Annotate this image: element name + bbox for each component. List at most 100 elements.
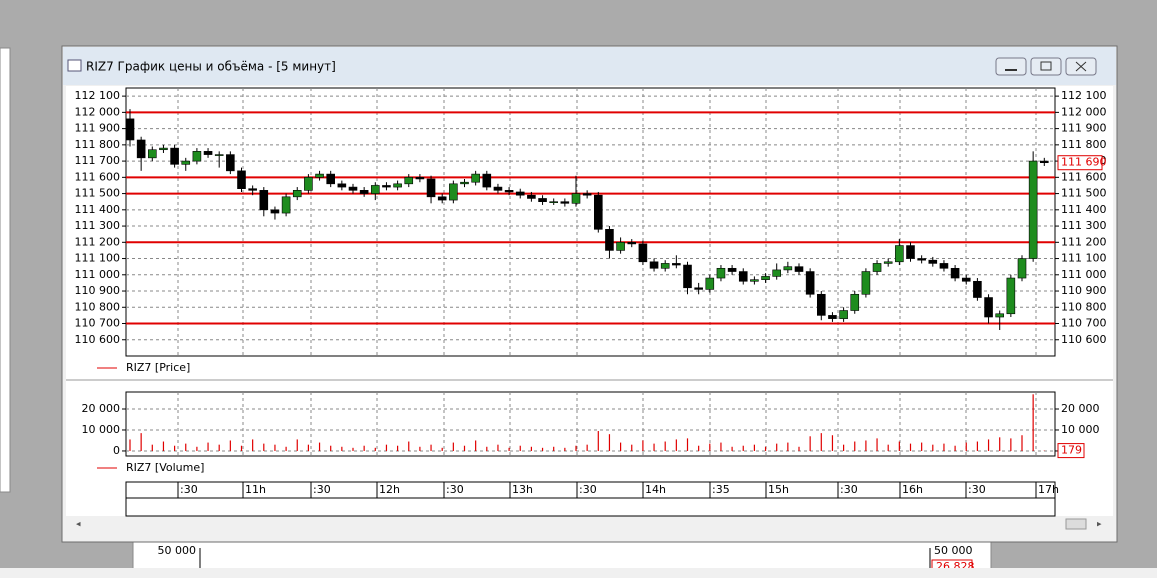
y-tick-label: 110 800 [75, 300, 121, 313]
candle-body [527, 194, 536, 199]
current-value-label: 179 [1061, 444, 1082, 457]
candle-body [783, 266, 793, 271]
y-tick-label: 10 000 [82, 423, 121, 436]
candle-body [872, 263, 882, 272]
minimize-button[interactable] [995, 57, 1027, 76]
candle-body [672, 263, 681, 266]
y-tick-label: 111 800 [75, 138, 121, 151]
time-label: 16h [902, 483, 923, 496]
y-tick-label: 111 200 [75, 235, 121, 248]
candle-body [382, 185, 391, 188]
y-tick-label: 111 400 [1061, 203, 1107, 216]
candle-body [538, 198, 547, 202]
candle-body [839, 310, 848, 319]
candle-body [292, 190, 302, 198]
y-tick-label: 111 000 [75, 268, 121, 281]
candle-body [683, 264, 692, 289]
scroll-right[interactable]: ▸ [1097, 520, 1102, 530]
candle-body [571, 193, 581, 204]
candle-body [772, 269, 782, 277]
candle-body [895, 245, 904, 263]
candle-body [805, 271, 815, 295]
candle-body [237, 170, 246, 190]
candle-body [660, 263, 670, 269]
window-title: RIZ7 График цены и объёма - [5 минут] [86, 60, 336, 74]
candle-body [136, 139, 146, 159]
time-label: :30 [579, 483, 597, 496]
candle-body [504, 190, 514, 193]
current-value-box [1057, 443, 1085, 459]
scroll-left[interactable]: ◂ [76, 520, 81, 530]
y-tick-label: 112 100 [75, 89, 121, 102]
candle-body [649, 261, 659, 269]
candle-body [750, 279, 759, 282]
time-label: 15h [768, 483, 789, 496]
candle-body [125, 118, 135, 141]
y-tick-label: 111 700 [75, 154, 121, 167]
maximize-icon [1040, 61, 1052, 71]
candle-body [582, 193, 592, 196]
y-tick-label: 110 900 [75, 284, 121, 297]
app-icon [67, 59, 82, 72]
y-tick-label: 111 100 [1061, 252, 1107, 265]
maximize-button[interactable] [1030, 57, 1062, 76]
y-tick-label: 112 000 [1061, 105, 1107, 118]
time-label: 13h [512, 483, 533, 496]
candle-body [460, 181, 469, 185]
candle-body [961, 277, 971, 282]
current-value-label: 111 690 [1061, 156, 1107, 169]
time-label: :30 [180, 483, 198, 496]
candle-body [437, 196, 447, 201]
candle-body [148, 149, 157, 159]
time-axis-lower [125, 497, 1056, 517]
candle-body [471, 173, 480, 183]
candle-body [794, 266, 804, 272]
candle-body [906, 245, 915, 259]
candle-body [515, 191, 525, 196]
y-tick-label: 110 800 [1061, 300, 1107, 313]
time-label: :30 [313, 483, 331, 496]
candle-body [493, 186, 503, 191]
y-tick-label: 20 000 [1061, 402, 1100, 415]
candle-body [281, 196, 291, 214]
scrollbar[interactable] [66, 517, 1113, 531]
candle-body [627, 242, 637, 245]
y-tick-label: 111 500 [1061, 187, 1107, 200]
bg-tick-label: 50 000 [158, 544, 197, 557]
y-tick-label: 111 000 [1061, 268, 1107, 281]
y-tick-label: 111 200 [1061, 235, 1107, 248]
time-label: :30 [840, 483, 858, 496]
candle-body [549, 201, 559, 203]
y-tick-label: 111 900 [1061, 122, 1107, 135]
candle-body [304, 177, 313, 191]
candle-body [1006, 277, 1016, 315]
y-tick-label: 111 100 [75, 252, 121, 265]
y-tick-label: 112 000 [75, 105, 121, 118]
candle-body [593, 194, 603, 230]
taskbar [0, 568, 1157, 578]
candle-body [248, 188, 257, 191]
side-panel [0, 47, 11, 493]
time-label: :30 [968, 483, 986, 496]
candle-body [270, 209, 280, 214]
time-label: 17h [1038, 483, 1059, 496]
candle-body [973, 280, 982, 298]
candle-body [984, 297, 993, 318]
time-label: 11h [245, 483, 266, 496]
candle-body [850, 293, 860, 311]
candle-body [761, 276, 770, 280]
candle-body [939, 263, 949, 269]
candle-body [415, 177, 425, 180]
close-icon [1075, 61, 1087, 72]
time-label: :35 [712, 483, 730, 496]
candle-body [192, 151, 202, 162]
candle-body [170, 147, 179, 165]
candle-body [348, 186, 358, 191]
time-label: :30 [446, 483, 464, 496]
title-bar [63, 47, 1116, 85]
candle-body [816, 293, 826, 316]
scroll-thumb[interactable] [1065, 518, 1087, 530]
current-value-box [1057, 155, 1103, 171]
volume-plot [125, 391, 1056, 457]
candle-body [638, 243, 648, 263]
